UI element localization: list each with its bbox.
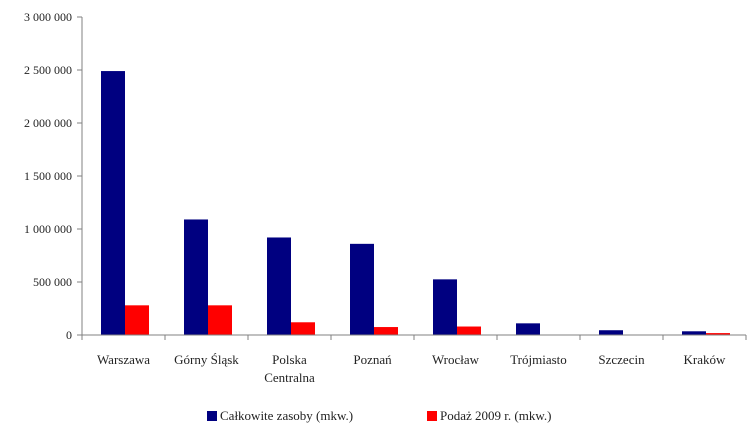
legend-swatch-2 — [427, 411, 437, 421]
y-tick-label: 1 500 000 — [24, 169, 72, 183]
y-tick-label: 2 500 000 — [24, 63, 72, 77]
legend-label-1: Całkowite zasoby (mkw.) — [220, 408, 353, 423]
bar-series-1 — [433, 279, 457, 335]
y-tick-label: 2 000 000 — [24, 116, 72, 130]
x-category-label-line: Poznań — [353, 352, 392, 367]
x-category-label-line: Warszawa — [97, 352, 150, 367]
y-tick-label: 0 — [66, 328, 72, 342]
bar-series-2 — [291, 322, 315, 335]
bar-series-2 — [457, 326, 481, 335]
x-category-label: Wrocław — [432, 352, 480, 367]
y-tick-label: 500 000 — [33, 275, 72, 289]
bar-series-1 — [101, 71, 125, 335]
x-category-label-line: Kraków — [684, 352, 726, 367]
x-category-label: Warszawa — [97, 352, 150, 367]
bars — [101, 71, 730, 335]
x-category-label-line: Trójmiasto — [510, 352, 567, 367]
x-category-label-line: Polska — [272, 352, 307, 367]
x-category-label-line: Centralna — [264, 370, 315, 385]
x-category-label: Górny Śląsk — [174, 352, 239, 367]
bar-series-1 — [267, 237, 291, 335]
x-axis: Warszawa Górny Śląsk Polska Centralna Poznań… — [81, 334, 747, 385]
x-category-label: Trójmiasto — [510, 352, 567, 367]
x-category-label-line: Szczecin — [598, 352, 645, 367]
bar-series-1 — [682, 331, 706, 335]
bar-series-2 — [208, 305, 232, 335]
bar-series-1 — [599, 330, 623, 335]
bar-series-2 — [374, 327, 398, 335]
bar-series-1 — [516, 323, 540, 335]
legend-swatch-1 — [207, 411, 217, 421]
legend: Całkowite zasoby (mkw.) Podaż 2009 r. (mk… — [207, 408, 551, 423]
x-category-label: Kraków — [684, 352, 726, 367]
y-tick-label: 3 000 000 — [24, 10, 72, 24]
y-tick-label: 1 000 000 — [24, 222, 72, 236]
bar-series-2 — [125, 305, 149, 335]
x-category-label: Szczecin — [598, 352, 645, 367]
x-category-label-line: Górny Śląsk — [174, 352, 239, 367]
bar-series-1 — [184, 219, 208, 335]
bar-series-1 — [350, 243, 374, 335]
y-axis: 0 500 000 1 000 000 1 500 000 2 000 000 2 500… — [24, 10, 83, 342]
x-category-label: Polska Centralna — [264, 352, 315, 385]
legend-label-2: Podaż 2009 r. (mkw.) — [440, 408, 551, 423]
x-category-label: Poznań — [353, 352, 392, 367]
bar-series-2 — [706, 333, 730, 335]
x-category-label-line: Wrocław — [432, 352, 480, 367]
